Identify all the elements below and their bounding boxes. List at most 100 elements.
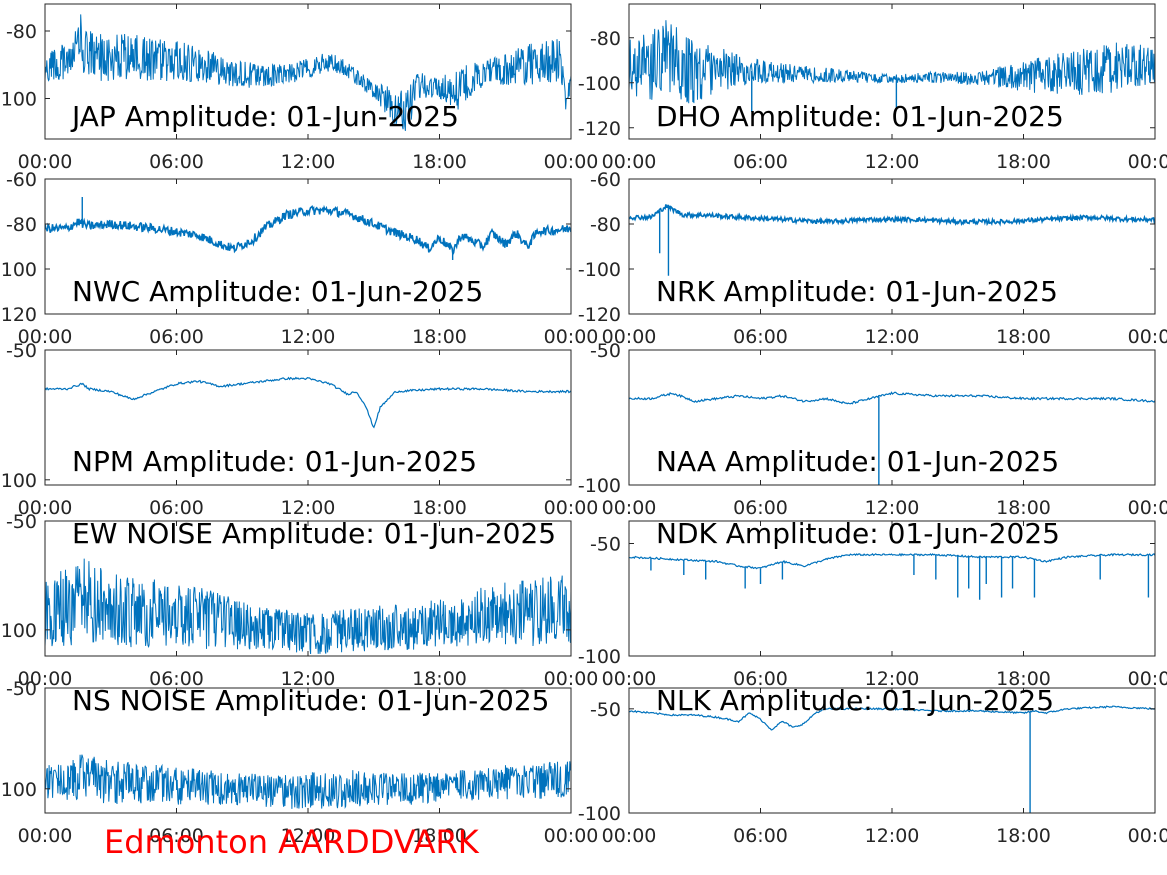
x-tick-label: 06:00 (149, 825, 204, 847)
x-tick-label: 18:00 (412, 668, 467, 690)
y-tick-label: 100 (1, 779, 37, 801)
panel-ndk: 00:00 06:00 12:00 18:00 00:00 -50 -100 NDK Ampl… (578, 517, 1167, 690)
x-tick-label: 00:00 (544, 151, 599, 173)
plot-area (629, 20, 1155, 112)
x-tick-label: 00:00 (544, 668, 599, 690)
panel-nrk: 00:00 06:00 12:00 18:00 00:00 -60 -80 -100 -120 N… (578, 169, 1167, 348)
panel-nwc: 00:00 06:00 12:00 18:00 00:00 -60 -80 100 120 NWC… (1, 169, 599, 348)
panel-title: NPM Amplitude: 01-Jun-2025 (72, 445, 477, 478)
x-tick-label: 18:00 (412, 497, 467, 519)
panel-npm: 00:00 06:00 12:00 18:00 00:00 -50 100 NPM Ampli… (1, 340, 599, 519)
y-tick-label: -100 (578, 259, 621, 281)
x-tick-label: 00:00 (602, 668, 657, 690)
x-tick-label: 00:00 (602, 151, 657, 173)
y-tick-label: -120 (578, 304, 621, 326)
plot-area (45, 14, 571, 131)
plot-area (629, 552, 1155, 600)
plot-area (45, 558, 571, 655)
y-tick-label: -100 (578, 475, 621, 497)
x-tick-label: 18:00 (996, 326, 1051, 348)
x-tick-label: 00:00 (602, 825, 657, 847)
y-tick-label: -50 (6, 340, 37, 362)
y-tick-label: -80 (590, 214, 621, 236)
x-tick-label: 06:00 (733, 326, 788, 348)
plot-area (45, 754, 571, 810)
x-tick-label: 12:00 (865, 497, 920, 519)
x-tick-label: 12:00 (865, 668, 920, 690)
y-tick-label: -100 (578, 73, 621, 95)
x-tick-label: 00:00 (18, 326, 73, 348)
plot-area (45, 376, 571, 429)
y-tick-label: -50 (590, 534, 621, 556)
panel-title: EW NOISE Amplitude: 01-Jun-2025 (72, 517, 556, 550)
y-tick-label: -100 (578, 803, 621, 825)
y-tick-label: -120 (578, 118, 621, 140)
x-tick-label: 18:00 (412, 326, 467, 348)
x-tick-label: 00:00 (18, 825, 73, 847)
station-label: Edmonton AARDDVARK (104, 823, 480, 861)
x-tick-label: 18:00 (412, 151, 467, 173)
x-tick-label: 06:00 (149, 668, 204, 690)
x-tick-label: 06:00 (149, 497, 204, 519)
x-tick-label: 12:00 (865, 151, 920, 173)
amplitude-trace (629, 204, 1155, 227)
x-tick-label: 18:00 (996, 825, 1051, 847)
x-tick-label: 06:00 (149, 151, 204, 173)
x-tick-label: 00:00 (18, 151, 73, 173)
amplitude-trace (45, 754, 571, 810)
y-tick-label: -80 (6, 214, 37, 236)
x-tick-label: 00:00 (544, 825, 599, 847)
x-tick-label: 00:00 (1128, 825, 1167, 847)
x-tick-label: 18:00 (412, 825, 467, 847)
y-tick-label: -100 (578, 646, 621, 668)
y-tick-label: 100 (1, 259, 37, 281)
x-tick-label: 06:00 (733, 668, 788, 690)
panel-title: NDK Amplitude: 01-Jun-2025 (656, 517, 1060, 550)
x-tick-label: 18:00 (996, 151, 1051, 173)
x-tick-label: 12:00 (281, 151, 336, 173)
x-tick-label: 12:00 (281, 497, 336, 519)
x-tick-label: 12:00 (281, 668, 336, 690)
x-tick-label: 06:00 (733, 151, 788, 173)
x-tick-label: 00:00 (544, 497, 599, 519)
amplitude-trace (45, 376, 571, 429)
x-tick-label: 12:00 (865, 326, 920, 348)
y-tick-label: -50 (590, 340, 621, 362)
panel-title: NWC Amplitude: 01-Jun-2025 (72, 275, 483, 308)
x-tick-label: 12:00 (281, 825, 336, 847)
y-tick-label: -80 (590, 28, 621, 50)
amplitude-trace (629, 20, 1155, 104)
amplitude-trace (629, 391, 1155, 405)
plot-area (629, 391, 1155, 485)
panel-title: NRK Amplitude: 01-Jun-2025 (656, 275, 1058, 308)
panel-title: NLK Amplitude: 01-Jun-2025 (656, 684, 1054, 717)
y-tick-label: -50 (590, 699, 621, 721)
amplitude-trace (629, 705, 1155, 731)
x-tick-label: 18:00 (996, 668, 1051, 690)
panel-title: NAA Amplitude: 01-Jun-2025 (656, 445, 1059, 478)
plot-area (629, 204, 1155, 276)
amplitude-trace (45, 204, 571, 257)
amplitude-trace (45, 14, 571, 131)
x-tick-label: 12:00 (865, 825, 920, 847)
y-tick-label: -80 (6, 21, 37, 43)
x-tick-label: 00:00 (544, 326, 599, 348)
panel-title: NS NOISE Amplitude: 01-Jun-2025 (72, 684, 549, 717)
panel-ew: 00:00 06:00 12:00 18:00 00:00 -50 100 EW NOISE … (1, 511, 599, 690)
panel-dho: 00:00 06:00 12:00 18:00 00:00 -80 -100 -120 DHO … (578, 3, 1167, 173)
y-tick-label: 100 (1, 89, 37, 111)
plot-area (629, 705, 1155, 813)
x-tick-label: 06:00 (149, 326, 204, 348)
x-tick-label: 00:00 (18, 497, 73, 519)
panel-ns: 00:00 06:00 12:00 18:00 00:00 -50 100 NS NOISE … (1, 678, 599, 847)
panel-nlk: 00:00 06:00 12:00 18:00 00:00 -50 -100 NLK Ampl… (578, 684, 1167, 847)
panel-naa: 00:00 06:00 12:00 18:00 00:00 -50 -100 NAA Ampl… (578, 340, 1167, 519)
y-tick-label: -60 (590, 169, 621, 191)
panel-title: JAP Amplitude: 01-Jun-2025 (70, 100, 459, 133)
plot-area (45, 197, 571, 260)
y-tick-label: 100 (1, 470, 37, 492)
x-tick-label: 18:00 (996, 497, 1051, 519)
y-tick-label: -60 (6, 169, 37, 191)
x-tick-label: 00:00 (1128, 668, 1167, 690)
